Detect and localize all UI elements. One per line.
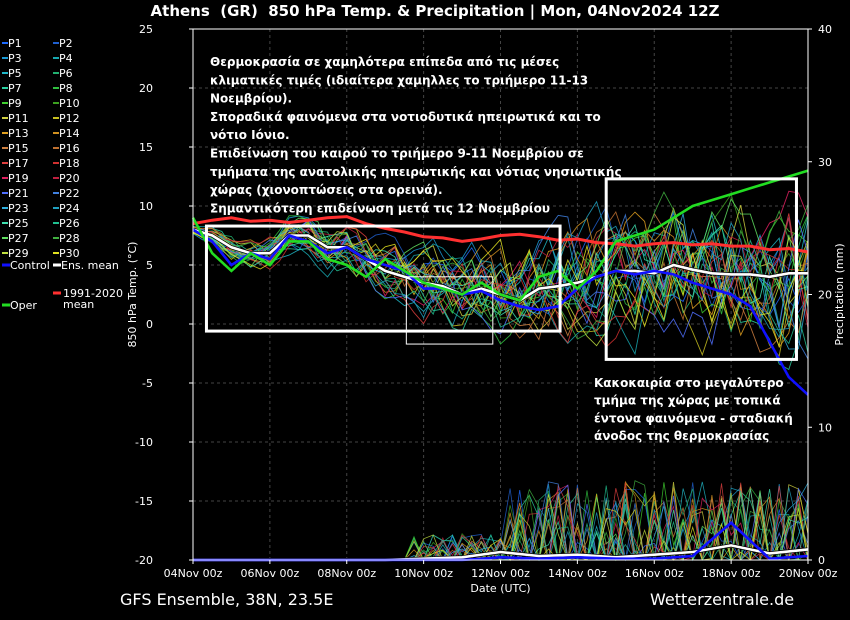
legend-label-p18: P18: [59, 157, 80, 170]
y-tick-label: 20: [139, 82, 153, 95]
y-tick-label: -10: [135, 436, 153, 449]
series-control: [192, 228, 809, 396]
y-tick-label: 25: [139, 23, 153, 36]
series-1991-2020-mean: [192, 215, 809, 254]
legend-label-p21: P21: [8, 187, 29, 200]
legend-label-p7: P7: [8, 82, 22, 95]
chart-title: Athens (GR) 850 hPa Temp. & Precipitatio…: [150, 2, 720, 20]
annotation-line: Νοεμβρίου).: [210, 92, 292, 106]
annotation-line: τμήματα της ανατολικής ηπειρωτικής και ν…: [210, 165, 622, 179]
legend-label-p11: P11: [8, 112, 29, 125]
legend-label-p17: P17: [8, 157, 29, 170]
annotation-line: κλιματικές τιμές (ιδιαίτερα χαμηλλες το …: [210, 73, 588, 87]
y2-axis-label: Precipitation (mm): [833, 243, 846, 345]
annotation2-line: τμήμα της χώρας με τοπικά: [594, 394, 781, 408]
legend-label-p12: P12: [59, 112, 80, 125]
legend-label-p4: P4: [59, 52, 73, 65]
annotation-line: Σημαντικότερη επιδείνωση μετά τις 12 Νοε…: [210, 201, 550, 215]
member-line-p28: [192, 191, 809, 340]
y-tick-label: -20: [135, 554, 153, 567]
y-tick-label: 5: [146, 259, 153, 272]
annotation-line: χώρας (χιονοπτώσεις στα ορεινά).: [210, 183, 443, 197]
highlight-box-1: [204, 224, 562, 333]
series-oper: [191, 169, 809, 302]
y-tick-label: -5: [142, 377, 153, 390]
y2-tick-label: 10: [818, 421, 832, 434]
y-tick-label: -15: [135, 495, 153, 508]
annotation-line: Σποραδικά φαινόμενα στα νοτιοδυτικά ηπει…: [210, 110, 601, 124]
y2-tick-label: 20: [818, 289, 832, 302]
legend-label-p29: P29: [8, 247, 29, 260]
legend-label-p25: P25: [8, 217, 29, 230]
y-axis-label: 850 hPa Temp. (°C): [126, 242, 139, 348]
y2-tick-label: 40: [818, 23, 832, 36]
annotation2-line: έντονα φαινόμενα - σταδιακή: [594, 411, 793, 425]
legend-label-p5: P5: [8, 67, 22, 80]
x-tick-label: 16Nov 00z: [625, 567, 684, 580]
x-tick-label: 10Nov 00z: [394, 567, 453, 580]
x-tick-label: 12Nov 00z: [471, 567, 530, 580]
legend-label-p15: P15: [8, 142, 29, 155]
x-axis-label: Date (UTC): [470, 582, 530, 595]
x-tick-label: 18Nov 00z: [702, 567, 761, 580]
footer-model-label: GFS Ensemble, 38N, 23.5E: [120, 590, 334, 609]
highlight-box-3: [604, 177, 798, 361]
legend-label-p13: P13: [8, 127, 29, 140]
axes: 25 20 15 10 5 0 -5 -10 -15 -20 40 30 20 10 0 04Nov 00z 0…: [126, 23, 846, 595]
legend-label-p14: P14: [59, 127, 80, 140]
legend: P1 P2 P3 P4 P5 P6 P7 P8 P9 P10 P11 P12 P13 P14 P15 P16 P…: [2, 37, 123, 312]
legend-label-p16: P16: [59, 142, 80, 155]
legend-label-p3: P3: [8, 52, 22, 65]
legend-label-oper: Oper: [10, 299, 37, 312]
legend-label-p27: P27: [8, 232, 29, 245]
legend-label-p22: P22: [59, 187, 80, 200]
legend-label-p9: P9: [8, 97, 22, 110]
legend-label-control: Control: [10, 259, 50, 272]
annotation-line: Επιδείνωση του καιρού το τριήμερο 9-11 Ν…: [210, 147, 584, 161]
legend-label-p6: P6: [59, 67, 73, 80]
legend-label-p10: P10: [59, 97, 80, 110]
member-line-p8: [192, 214, 809, 345]
annotation2-line: άνοδος της θερμοκρασίας: [594, 429, 769, 443]
y2-tick-label: 30: [818, 156, 832, 169]
annotations: Θερμοκρασία σε χαμηλότερα επίπεδα από τι…: [210, 55, 793, 443]
x-tick-label: 20Nov 00z: [779, 567, 838, 580]
footer-source-label: Wetterzentrale.de: [650, 590, 795, 609]
legend-label-p19: P19: [8, 172, 29, 185]
legend-label-p8: P8: [59, 82, 73, 95]
annotation2-line: Κακοκαιρία στο μεγαλύτερο: [594, 376, 784, 390]
annotation-line: νότιο Ιόνιο.: [210, 128, 290, 142]
highlight-box-2: [405, 276, 494, 345]
x-tick-label: 04Nov 00z: [164, 567, 223, 580]
legend-label-p1: P1: [8, 37, 22, 50]
legend-label-p20: P20: [59, 172, 80, 185]
x-tick-label: 14Nov 00z: [548, 567, 607, 580]
member-line-p23: [192, 213, 809, 350]
highlight-boxes: [204, 177, 798, 361]
y-tick-label: 0: [146, 318, 153, 331]
legend-label-p2: P2: [59, 37, 73, 50]
x-tick-label: 06Nov 00z: [241, 567, 300, 580]
legend-label-p24: P24: [59, 202, 80, 215]
y2-tick-label: 0: [818, 554, 825, 567]
y-tick-label: 15: [139, 141, 153, 154]
legend-label-p23: P23: [8, 202, 29, 215]
legend-label-p26: P26: [59, 217, 80, 230]
annotation-line: Θερμοκρασία σε χαμηλότερα επίπεδα από τι…: [210, 55, 559, 69]
legend-label-ens-mean: Ens. mean: [61, 259, 119, 272]
legend-label-1991-2020-mean: 1991-2020 mean: [63, 287, 123, 311]
legend-label-p28: P28: [59, 232, 80, 245]
x-tick-label: 08Nov 00z: [317, 567, 376, 580]
y-tick-label: 10: [139, 200, 153, 213]
legend-label-p30: P30: [59, 247, 80, 260]
